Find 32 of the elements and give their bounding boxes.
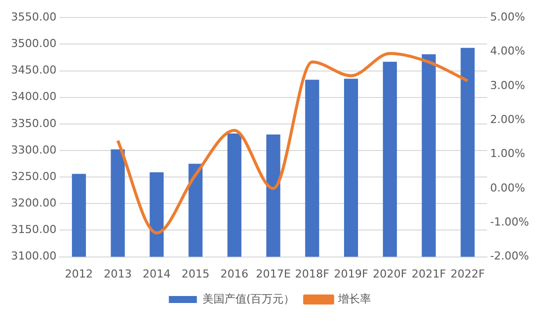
y-tick-label: 3100.00 — [10, 250, 56, 263]
x-tick-label: 2013 — [104, 267, 132, 280]
x-tick-label: 2012 — [64, 267, 93, 280]
line-series — [116, 52, 470, 234]
legend-label: 增长率 — [337, 292, 372, 306]
y2-tick-label: 1.00% — [490, 147, 526, 160]
x-tick-label: 2016 — [220, 267, 248, 280]
x-tick-label: 2017E — [256, 267, 291, 280]
y2-tick-label: 5.00% — [490, 10, 526, 24]
y2-tick-label: 2.00% — [490, 112, 526, 126]
x-tick-label: 2018F — [294, 267, 330, 280]
y-tick-label: 3300.00 — [10, 143, 56, 156]
y-tick-label: 3150.00 — [10, 223, 56, 236]
y2-tick-label: 4.00% — [490, 44, 526, 58]
x-tick-label: 2020F — [372, 267, 408, 280]
y-tick-label: 3500.00 — [10, 37, 56, 50]
x-tick-label: 2015 — [182, 267, 210, 280]
x-tick-label: 2021F — [412, 267, 446, 280]
y-tick-label: 3200.00 — [10, 196, 56, 210]
legend-label: 美国产值(百万元） — [202, 292, 295, 306]
x-tick-label: 2022F — [450, 267, 485, 280]
y-tick-label: 3350.00 — [10, 116, 56, 130]
y2-tick-label: -1.00% — [490, 215, 530, 228]
y-tick-label: 3450.00 — [10, 64, 56, 77]
y-tick-label: 3550.00 — [10, 10, 56, 24]
y2-tick-label: 0.00% — [490, 181, 526, 194]
y-tick-label: 3400.00 — [10, 90, 56, 104]
y-tick-label: 3250.00 — [10, 170, 56, 183]
y2-tick-label: -2.00% — [490, 250, 530, 263]
x-tick-label: 2019F — [334, 267, 368, 280]
x-tick-label: 2014 — [142, 267, 171, 280]
y2-tick-label: 3.00% — [490, 78, 526, 92]
